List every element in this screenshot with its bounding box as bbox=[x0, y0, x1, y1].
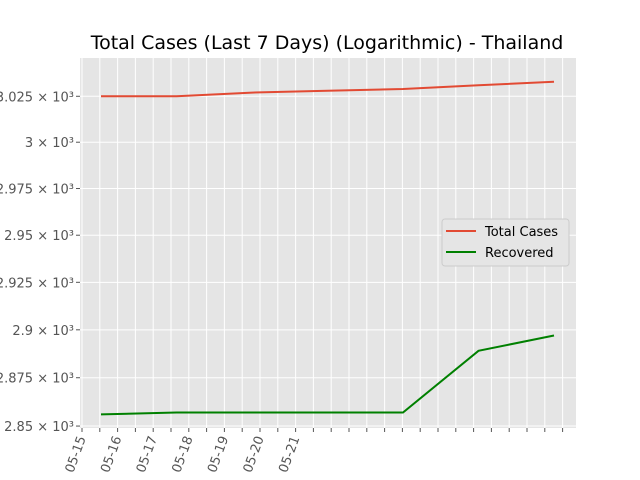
x-tick-label: 05-21 bbox=[276, 434, 303, 475]
y-tick-label: 3.025 × 10³ bbox=[0, 90, 74, 105]
y-tick-label: 2.85 × 10³ bbox=[4, 420, 74, 435]
y-tick-label: 2.875 × 10³ bbox=[0, 372, 74, 387]
y-tick-label: 2.975 × 10³ bbox=[0, 183, 74, 198]
x-tick-label: 05-17 bbox=[134, 434, 161, 475]
legend: Total Cases Recovered bbox=[441, 218, 570, 267]
y-tick-label: 3 × 10³ bbox=[25, 136, 74, 151]
x-tick-label: 05-15 bbox=[63, 434, 90, 475]
legend-label: Total Cases bbox=[484, 225, 558, 240]
y-tick-label: 2.925 × 10³ bbox=[0, 276, 74, 291]
chart-title: Total Cases (Last 7 Days) (Logarithmic) … bbox=[90, 32, 564, 54]
x-tick-label: 05-20 bbox=[241, 434, 268, 475]
y-axis: 2.85 × 10³ 2.875 × 10³ 2.9 × 10³ 2.925 × 10… bbox=[0, 90, 80, 435]
series-line-2 bbox=[100, 334, 555, 416]
grid-lines bbox=[80, 58, 576, 428]
y-tick-label: 2.95 × 10³ bbox=[4, 229, 74, 244]
series-lines bbox=[100, 80, 555, 416]
legend-label: Recovered bbox=[485, 246, 554, 261]
x-tick-label: 05-16 bbox=[98, 434, 125, 475]
x-tick-label: 05-19 bbox=[205, 434, 232, 475]
x-axis: 05-15 05-16 05-17 05-18 05-19 05-20 05-21 bbox=[63, 428, 564, 475]
series-line-1 bbox=[101, 80, 555, 98]
x-tick-label: 05-18 bbox=[170, 434, 197, 475]
y-tick-label: 2.9 × 10³ bbox=[12, 324, 74, 339]
